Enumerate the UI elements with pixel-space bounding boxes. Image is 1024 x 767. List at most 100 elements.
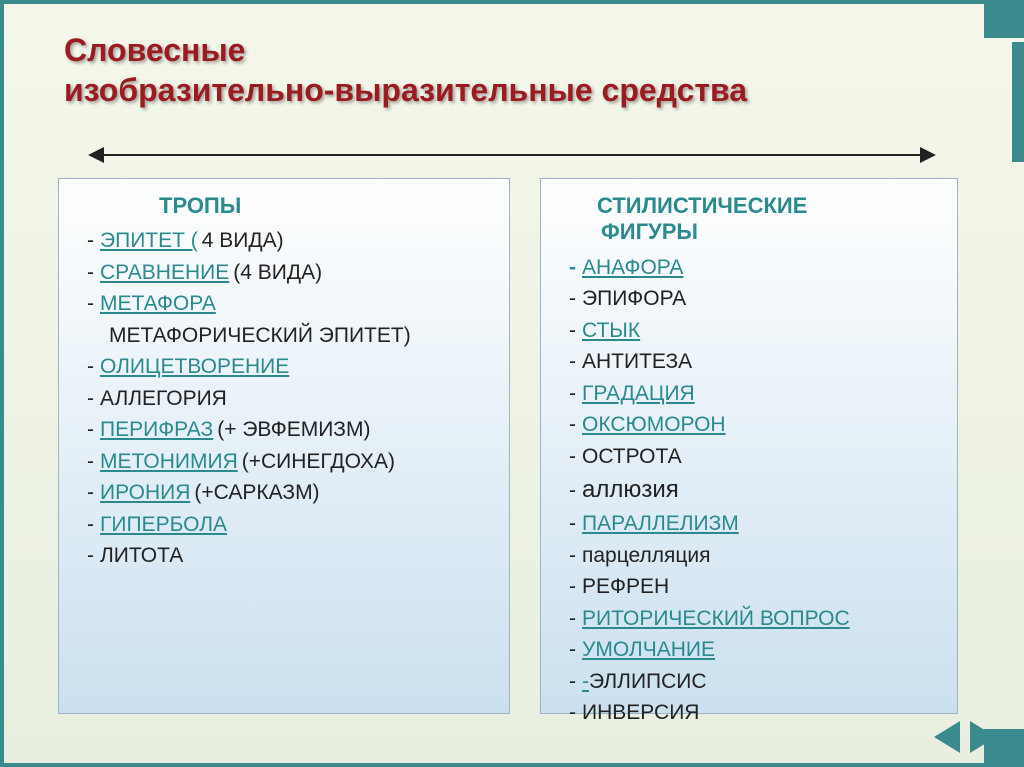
dash-icon: - xyxy=(87,383,94,415)
list-item: - МЕТОНИМИЯ (+СИНЕГДОХА) xyxy=(79,446,493,478)
link-text[interactable]: ОКСЮМОРОН xyxy=(582,409,726,441)
list-item: - СРАВНЕНИЕ (4 ВИДА) xyxy=(79,257,493,289)
dash-icon: - xyxy=(87,351,94,383)
dash-icon: - xyxy=(569,409,576,441)
list-item: - СТЫК xyxy=(561,315,941,347)
list-item-text: АЛЛЕГОРИЯ xyxy=(100,383,227,415)
dash-icon: - xyxy=(569,634,576,666)
arrow-right-icon xyxy=(920,147,936,163)
list-item: - ИРОНИЯ (+САРКАЗМ) xyxy=(79,477,493,509)
right-heading-l1: СТИЛИСТИЧЕСКИЕ xyxy=(597,193,807,218)
list-item-suffix: (+САРКАЗМ) xyxy=(194,477,319,509)
dash-icon: - xyxy=(87,257,94,289)
list-item-text: ОСТРОТА xyxy=(582,441,682,473)
list-item: -ИНВЕРСИЯ xyxy=(561,697,941,729)
border-bottom xyxy=(0,763,1024,767)
link-text[interactable]: ГРАДАЦИЯ xyxy=(582,378,695,410)
left-column-box: ТРОПЫ - ЭПИТЕТ (4 ВИДА)- СРАВНЕНИЕ (4 ВИ… xyxy=(58,178,510,714)
dash-icon: - xyxy=(569,508,576,540)
dash-icon: - xyxy=(87,540,94,572)
dash-icon: - xyxy=(569,571,576,603)
slide-title: Словесные изобразительно-выразительные с… xyxy=(64,30,747,110)
list-item-suffix: (+СИНЕГДОХА) xyxy=(242,446,395,478)
list-item-text: ИНВЕРСИЯ xyxy=(582,697,699,729)
list-item: - ПЕРИФРАЗ (+ ЭВФЕМИЗМ) xyxy=(79,414,493,446)
dash-icon: - xyxy=(87,477,94,509)
list-item-suffix: 4 ВИДА) xyxy=(202,225,284,257)
nav-prev-icon[interactable] xyxy=(934,721,960,753)
list-item: МЕТАФОРИЧЕСКИЙ ЭПИТЕТ) xyxy=(79,320,493,352)
border-left xyxy=(0,0,4,767)
dash-icon: - xyxy=(569,441,576,473)
dash-icon: - xyxy=(569,346,576,378)
left-heading: ТРОПЫ xyxy=(79,193,493,219)
list-item-suffix: (4 ВИДА) xyxy=(233,257,322,289)
corner-top-right xyxy=(984,4,1024,38)
right-column-box: СТИЛИСТИЧЕСКИЕ ФИГУРЫ - АНАФОРА-ЭПИФОРА-… xyxy=(540,178,958,714)
list-item: - УМОЛЧАНИЕ xyxy=(561,634,941,666)
left-list: - ЭПИТЕТ (4 ВИДА)- СРАВНЕНИЕ (4 ВИДА)- М… xyxy=(79,225,493,572)
list-item-text: аллюзия xyxy=(582,472,679,508)
border-top xyxy=(0,0,1024,4)
dash-icon: - xyxy=(87,446,94,478)
dash-icon: - xyxy=(569,540,576,572)
dash-icon: - xyxy=(87,288,94,320)
link-text[interactable]: РИТОРИЧЕСКИЙ ВОПРОС xyxy=(582,603,850,635)
list-item: -АНТИТЕЗА xyxy=(561,346,941,378)
list-item: - ГИПЕРБОЛА xyxy=(79,509,493,541)
link-text[interactable]: МЕТОНИМИЯ xyxy=(100,446,238,478)
link-text[interactable]: УМОЛЧАНИЕ xyxy=(582,634,715,666)
link-text[interactable]: ОЛИЦЕТВОРЕНИЕ xyxy=(100,351,289,383)
dash-link-icon: - xyxy=(582,666,589,698)
list-item: - МЕТАФОРА xyxy=(79,288,493,320)
dash-icon: - xyxy=(87,225,94,257)
link-text[interactable]: МЕТАФОРА xyxy=(100,288,216,320)
dash-icon: - xyxy=(569,283,576,315)
accent-right-strip xyxy=(1012,42,1024,162)
list-item: -парцелляция xyxy=(561,540,941,572)
list-item: -ОСТРОТА xyxy=(561,441,941,473)
link-text[interactable]: ЭПИТЕТ ( xyxy=(100,225,198,257)
dash-icon: - xyxy=(569,252,576,284)
list-item: -аллюзия xyxy=(561,472,941,508)
link-text[interactable]: АНАФОРА xyxy=(582,252,683,284)
nav-next-icon[interactable] xyxy=(970,721,996,753)
list-item-text: ЭЛЛИПСИС xyxy=(589,666,707,698)
list-item-text: РЕФРЕН xyxy=(582,571,669,603)
list-item-text: МЕТАФОРИЧЕСКИЙ ЭПИТЕТ) xyxy=(109,320,411,352)
list-item: - - ЭЛЛИПСИС xyxy=(561,666,941,698)
list-item-text: ЛИТОТА xyxy=(100,540,183,572)
list-item: - ГРАДАЦИЯ xyxy=(561,378,941,410)
dash-icon: - xyxy=(569,603,576,635)
list-item: -АЛЛЕГОРИЯ xyxy=(79,383,493,415)
double-arrow xyxy=(88,144,936,168)
list-item: - РИТОРИЧЕСКИЙ ВОПРОС xyxy=(561,603,941,635)
right-heading: СТИЛИСТИЧЕСКИЕ ФИГУРЫ xyxy=(561,193,941,246)
list-item: - ЭПИТЕТ (4 ВИДА) xyxy=(79,225,493,257)
dash-icon: - xyxy=(569,697,576,729)
list-item: - ОЛИЦЕТВОРЕНИЕ xyxy=(79,351,493,383)
link-text[interactable]: ГИПЕРБОЛА xyxy=(100,509,227,541)
title-line-2: изобразительно-выразительные средства xyxy=(64,70,747,110)
dash-icon: - xyxy=(569,666,576,698)
link-text[interactable]: СТЫК xyxy=(582,315,640,347)
list-item-text: ЭПИФОРА xyxy=(582,283,686,315)
title-line-1: Словесные xyxy=(64,30,747,70)
dash-icon: - xyxy=(87,414,94,446)
list-item-text: парцелляция xyxy=(582,540,711,572)
link-text[interactable]: ИРОНИЯ xyxy=(100,477,190,509)
list-item: - АНАФОРА xyxy=(561,252,941,284)
link-text[interactable]: ПАРАЛЛЕЛИЗМ xyxy=(582,508,739,540)
arrow-line xyxy=(102,154,922,156)
link-text[interactable]: СРАВНЕНИЕ xyxy=(100,257,229,289)
list-item: -ЛИТОТА xyxy=(79,540,493,572)
right-heading-l2: ФИГУРЫ xyxy=(597,219,698,244)
dash-icon: - xyxy=(87,509,94,541)
right-list: - АНАФОРА-ЭПИФОРА- СТЫК-АНТИТЕЗА- ГРАДАЦ… xyxy=(561,252,941,729)
dash-icon: - xyxy=(569,315,576,347)
list-item: -РЕФРЕН xyxy=(561,571,941,603)
dash-icon: - xyxy=(569,378,576,410)
list-item: - ПАРАЛЛЕЛИЗМ xyxy=(561,508,941,540)
link-text[interactable]: ПЕРИФРАЗ xyxy=(100,414,213,446)
list-item: - ОКСЮМОРОН xyxy=(561,409,941,441)
